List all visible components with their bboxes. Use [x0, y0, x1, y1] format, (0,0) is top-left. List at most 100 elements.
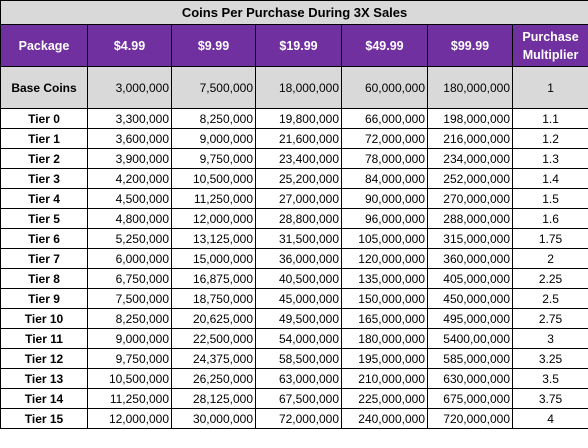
cell-value: 11,250,000 — [171, 188, 256, 209]
row-label: Tier 3 — [0, 168, 88, 189]
cell-value: 3,600,000 — [87, 128, 172, 149]
cell-value: 13,125,000 — [171, 228, 256, 249]
cell-multiplier: 2 — [511, 248, 588, 269]
cell-value: 26,250,000 — [171, 368, 256, 389]
cell-value: 10,500,000 — [87, 368, 172, 389]
cell-value: 11,250,000 — [87, 388, 172, 409]
cell-value: 180,000,000 — [427, 66, 513, 109]
cell-multiplier: 3.5 — [511, 368, 588, 389]
cell-value: 120,000,000 — [341, 248, 428, 269]
table-row: Tier 3 4,200,000 10,500,000 25,200,000 84,00… — [0, 168, 588, 189]
table-row: Tier 11 9,000,000 22,500,000 54,000,000 180,… — [0, 328, 588, 349]
cell-value: 78,000,000 — [341, 148, 428, 169]
cell-value: 72,000,000 — [255, 408, 342, 429]
header-package: Package — [0, 24, 88, 67]
header-price-49-99: $49.99 — [341, 24, 428, 67]
cell-value: 96,000,000 — [341, 208, 428, 229]
table-row: Tier 14 11,250,000 28,125,000 67,500,000 225… — [0, 388, 588, 409]
table-row: Tier 4 4,500,000 11,250,000 27,000,000 90,00… — [0, 188, 588, 209]
cell-value: 630,000,000 — [427, 368, 513, 389]
cell-value: 24,375,000 — [171, 348, 256, 369]
table-row: Tier 15 12,000,000 30,000,000 72,000,000 240… — [0, 408, 588, 429]
cell-multiplier: 1.5 — [511, 188, 588, 209]
cell-value: 27,000,000 — [255, 188, 342, 209]
cell-multiplier: 1 — [511, 66, 588, 109]
cell-value: 9,750,000 — [171, 148, 256, 169]
cell-value: 288,000,000 — [427, 208, 513, 229]
table-row: Tier 1 3,600,000 9,000,000 21,600,000 72,000… — [0, 128, 588, 149]
row-label: Tier 4 — [0, 188, 88, 209]
row-label: Tier 14 — [0, 388, 88, 409]
cell-value: 720,000,000 — [427, 408, 513, 429]
cell-value: 23,400,000 — [255, 148, 342, 169]
cell-value: 66,000,000 — [341, 108, 428, 129]
row-label: Tier 9 — [0, 288, 88, 309]
cell-value: 216,000,000 — [427, 128, 513, 149]
row-label: Tier 2 — [0, 148, 88, 169]
cell-value: 12,000,000 — [171, 208, 256, 229]
cell-value: 4,200,000 — [87, 168, 172, 189]
cell-value: 7,500,000 — [87, 288, 172, 309]
cell-value: 3,000,000 — [87, 66, 172, 109]
row-label: Tier 13 — [0, 368, 88, 389]
cell-value: 405,000,000 — [427, 268, 513, 289]
base-coins-row: Base Coins 3,000,000 7,500,000 18,000,00… — [0, 66, 588, 109]
table-row: Tier 12 9,750,000 24,375,000 58,500,000 195,… — [0, 348, 588, 369]
cell-value: 210,000,000 — [341, 368, 428, 389]
cell-value: 21,600,000 — [255, 128, 342, 149]
cell-value: 240,000,000 — [341, 408, 428, 429]
cell-value: 63,000,000 — [255, 368, 342, 389]
cell-value: 30,000,000 — [171, 408, 256, 429]
table-row: Tier 13 10,500,000 26,250,000 63,000,000 210… — [0, 368, 588, 389]
header-price-4-99: $4.99 — [87, 24, 172, 67]
cell-multiplier: 1.75 — [511, 228, 588, 249]
cell-value: 20,625,000 — [171, 308, 256, 329]
cell-value: 84,000,000 — [341, 168, 428, 189]
table-row: Tier 10 8,250,000 20,625,000 49,500,000 165,… — [0, 308, 588, 329]
cell-value: 252,000,000 — [427, 168, 513, 189]
table-row: Tier 5 4,800,000 12,000,000 28,800,000 96,00… — [0, 208, 588, 229]
row-label: Base Coins — [0, 66, 88, 109]
cell-value: 225,000,000 — [341, 388, 428, 409]
cell-value: 165,000,000 — [341, 308, 428, 329]
cell-value: 4,500,000 — [87, 188, 172, 209]
cell-value: 6,750,000 — [87, 268, 172, 289]
row-label: Tier 15 — [0, 408, 88, 429]
cell-value: 360,000,000 — [427, 248, 513, 269]
cell-multiplier: 1.3 — [511, 148, 588, 169]
row-label: Tier 6 — [0, 228, 88, 249]
table-row: Tier 8 6,750,000 16,875,000 40,500,000 135,0… — [0, 268, 588, 289]
row-label: Tier 11 — [0, 328, 88, 349]
cell-value: 7,500,000 — [171, 66, 256, 109]
cell-multiplier: 1.2 — [511, 128, 588, 149]
cell-value: 18,000,000 — [255, 66, 342, 109]
row-label: Tier 12 — [0, 348, 88, 369]
row-label: Tier 8 — [0, 268, 88, 289]
cell-multiplier: 1.4 — [511, 168, 588, 189]
cell-value: 10,500,000 — [171, 168, 256, 189]
cell-value: 72,000,000 — [341, 128, 428, 149]
cell-value: 16,875,000 — [171, 268, 256, 289]
cell-value: 18,750,000 — [171, 288, 256, 309]
cell-value: 19,800,000 — [255, 108, 342, 129]
table-body: Base Coins 3,000,000 7,500,000 18,000,00… — [0, 66, 588, 429]
cell-value: 28,125,000 — [171, 388, 256, 409]
cell-value: 25,200,000 — [255, 168, 342, 189]
cell-value: 450,000,000 — [427, 288, 513, 309]
header-price-9-99: $9.99 — [171, 24, 256, 67]
cell-value: 9,000,000 — [171, 128, 256, 149]
cell-value: 60,000,000 — [341, 66, 428, 109]
cell-value: 5,250,000 — [87, 228, 172, 249]
cell-value: 3,900,000 — [87, 148, 172, 169]
cell-value: 195,000,000 — [341, 348, 428, 369]
cell-value: 49,500,000 — [255, 308, 342, 329]
cell-value: 31,500,000 — [255, 228, 342, 249]
table-title: Coins Per Purchase During 3X Sales — [0, 0, 588, 25]
cell-multiplier: 4 — [511, 408, 588, 429]
header-row: Package $4.99 $9.99 $19.99 $49.99 $99.99… — [0, 24, 588, 67]
cell-value: 54,000,000 — [255, 328, 342, 349]
cell-value: 4,800,000 — [87, 208, 172, 229]
cell-value: 9,750,000 — [87, 348, 172, 369]
row-label: Tier 10 — [0, 308, 88, 329]
cell-value: 22,500,000 — [171, 328, 256, 349]
